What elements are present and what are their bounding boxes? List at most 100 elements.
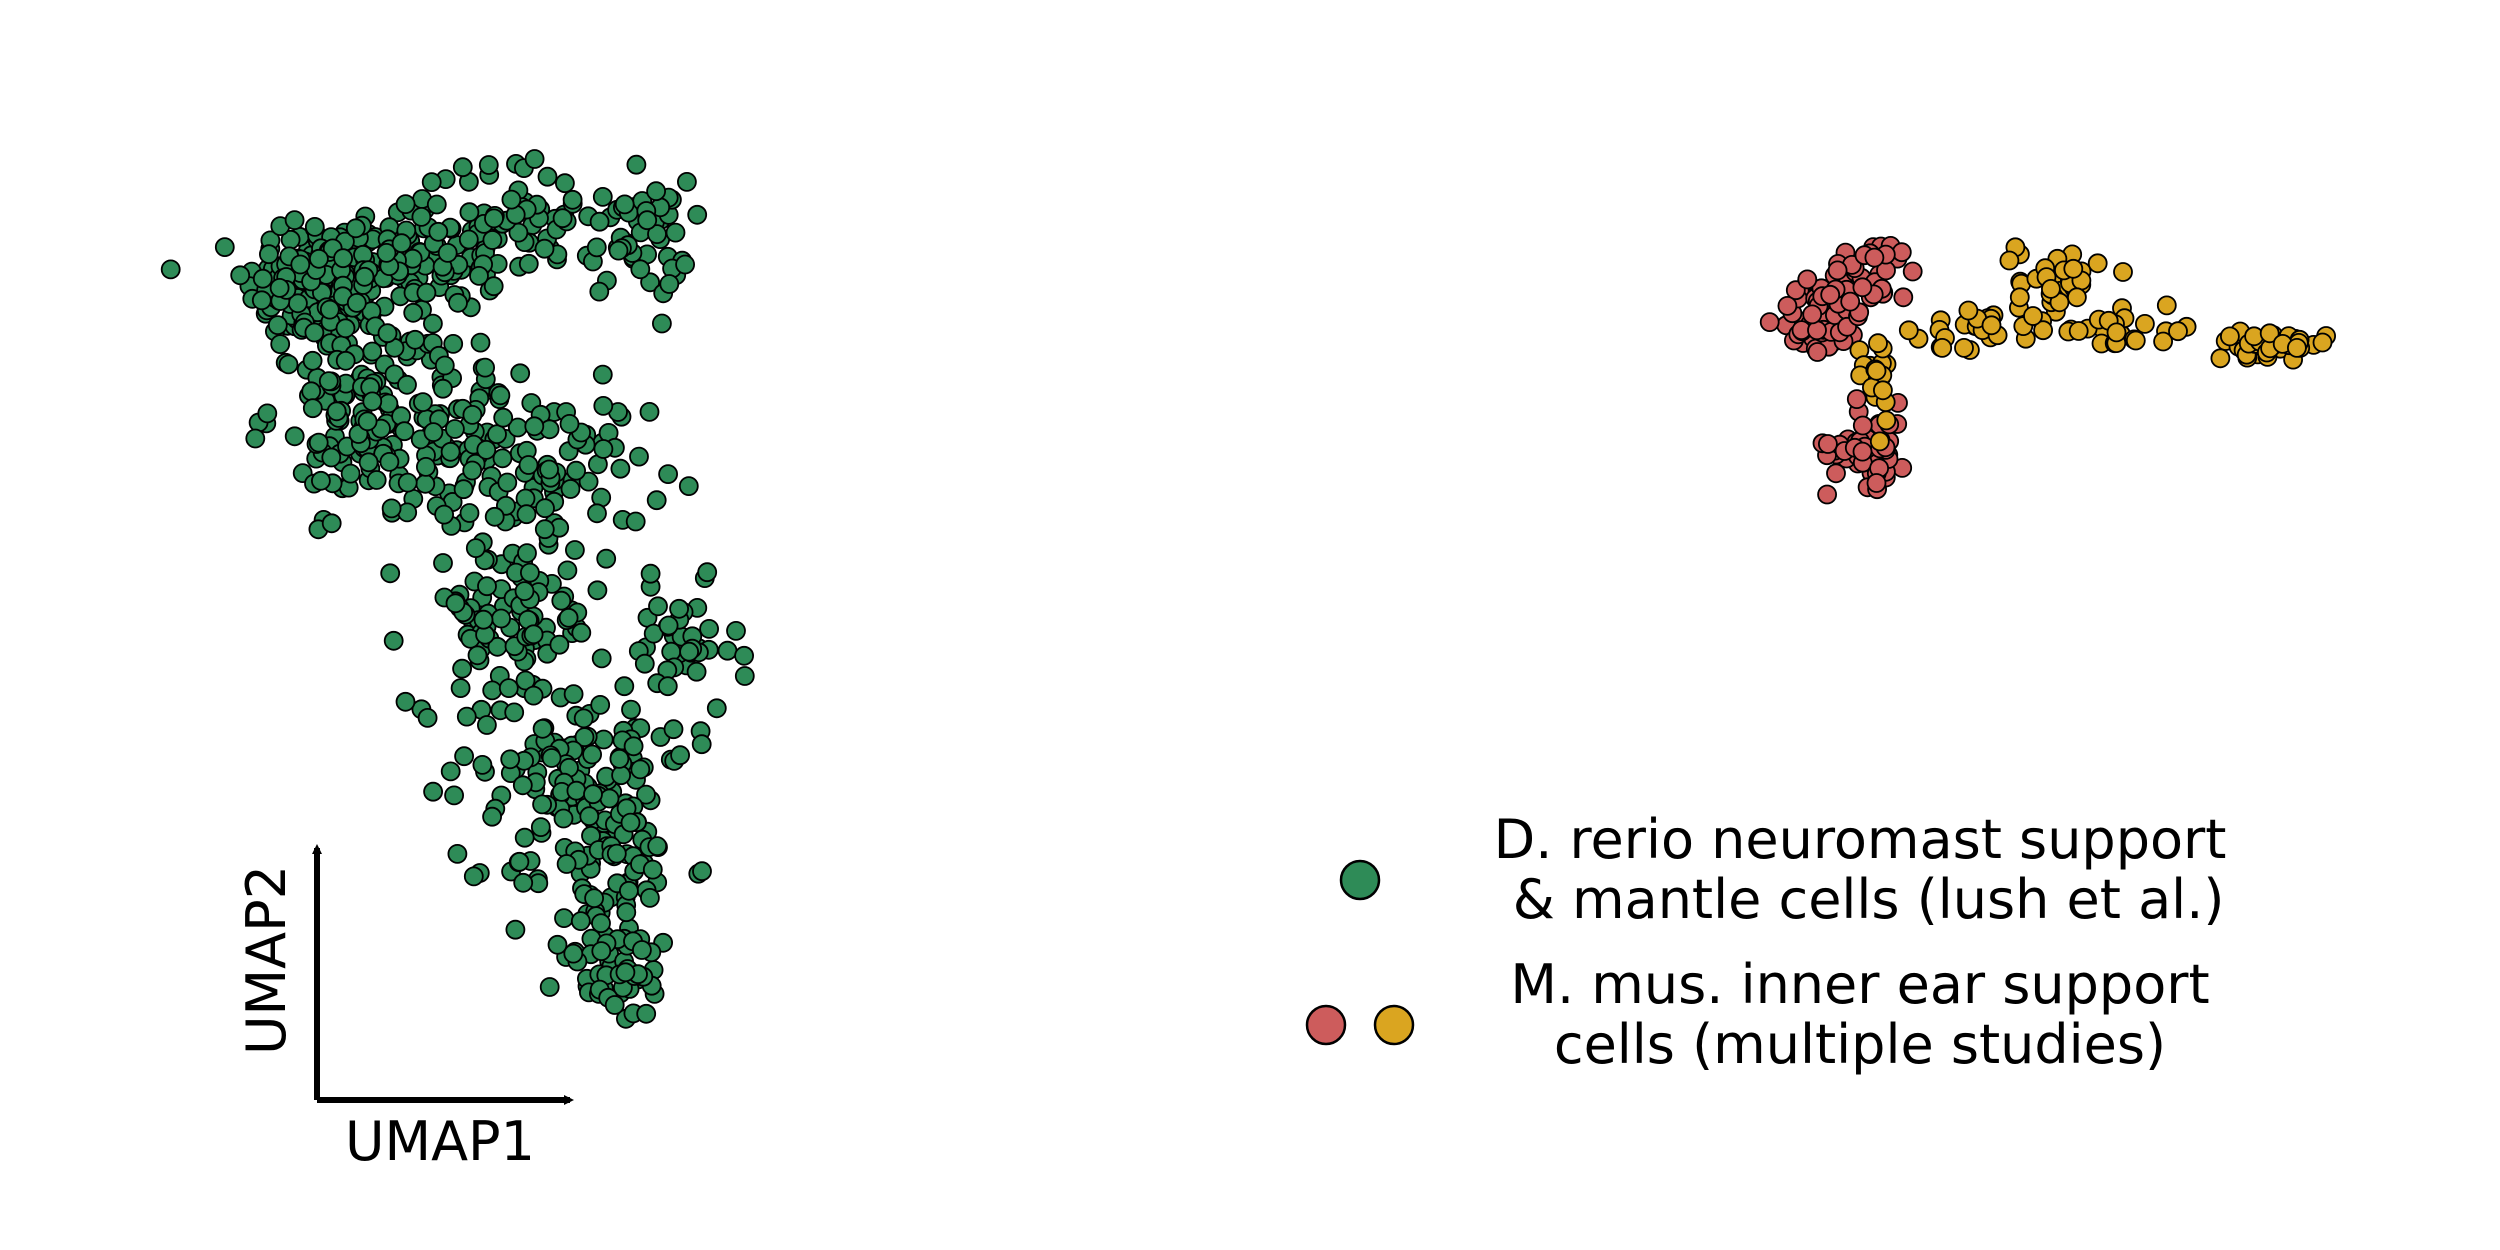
data-point-zebrafish [520, 562, 540, 583]
data-point-mouse_red [1840, 291, 1861, 312]
data-point-zebrafish [636, 1003, 657, 1024]
y-axis-label: UMAP2 [235, 865, 298, 1055]
data-point-mouse_gold [2125, 330, 2146, 351]
data-point-mouse_red [1818, 434, 1838, 454]
data-point-zebrafish [659, 274, 680, 294]
data-point-zebrafish [604, 995, 625, 1015]
data-point-zebrafish [422, 313, 443, 334]
data-point-zebrafish [416, 282, 437, 303]
data-point-zebrafish [421, 172, 442, 193]
legend-label-zebrafish-line1: D. rerio neuromast support [1494, 808, 2227, 871]
data-point-mouse_red [1826, 463, 1846, 484]
data-point-zebrafish [640, 563, 661, 584]
data-point-zebrafish [395, 691, 416, 712]
data-point-zebrafish [517, 543, 537, 563]
data-point-zebrafish [515, 670, 536, 691]
data-point-zebrafish [251, 290, 272, 311]
data-point-zebrafish [362, 391, 383, 412]
data-point-zebrafish [412, 392, 433, 413]
data-point-zebrafish [405, 329, 426, 350]
scatter-points [160, 149, 2337, 1029]
data-point-zebrafish [477, 576, 497, 597]
data-point-mouse_red [1902, 261, 1923, 282]
data-point-zebrafish [484, 208, 504, 229]
data-point-zebrafish [717, 640, 738, 661]
data-point-zebrafish [646, 490, 667, 511]
legend-label-mouse-line1: M. mus. inner ear support [1510, 953, 2209, 1016]
data-point-zebrafish [637, 210, 658, 231]
data-point-mouse_gold [1868, 333, 1888, 354]
data-point-zebrafish [566, 460, 586, 481]
data-point-zebrafish [397, 374, 417, 395]
data-point-zebrafish [302, 350, 323, 371]
data-point-zebrafish [518, 253, 539, 274]
data-point-zebrafish [608, 240, 629, 261]
data-point-zebrafish [593, 395, 614, 416]
data-point-zebrafish [582, 744, 602, 765]
data-point-zebrafish [646, 181, 666, 202]
data-point-zebrafish [475, 357, 496, 378]
data-point-zebrafish [539, 459, 559, 480]
legend-label-mouse-line2: cells (multiple studies) [1554, 1013, 2166, 1076]
data-point-zebrafish [652, 313, 672, 334]
data-point-zebrafish [516, 504, 537, 525]
data-point-zebrafish [523, 685, 544, 706]
data-point-zebrafish [308, 248, 329, 269]
data-point-zebrafish [379, 451, 400, 472]
data-point-zebrafish [686, 661, 707, 682]
data-point-zebrafish [465, 538, 486, 558]
data-point-mouse_gold [1866, 360, 1887, 381]
data-point-zebrafish [589, 281, 610, 302]
data-point-zebrafish [514, 581, 535, 601]
data-point-zebrafish [558, 607, 579, 628]
data-point-mouse_gold [2009, 287, 2030, 308]
data-point-zebrafish [478, 155, 499, 175]
data-point-mouse_red [1797, 269, 1818, 290]
data-point-zebrafish [570, 911, 591, 931]
data-point-zebrafish [665, 222, 686, 243]
data-point-mouse_gold [1898, 320, 1919, 341]
data-point-zebrafish [697, 562, 718, 583]
data-point-zebrafish [452, 658, 473, 679]
data-point-zebrafish [470, 332, 491, 353]
data-point-mouse_red [1864, 247, 1885, 268]
data-point-zebrafish [679, 641, 699, 662]
data-point-zebrafish [524, 416, 545, 437]
data-point-zebrafish [583, 784, 603, 805]
data-point-zebrafish [549, 634, 570, 655]
data-point-zebrafish [391, 233, 412, 254]
data-point-zebrafish [440, 761, 461, 782]
data-point-mouse_red [1891, 242, 1912, 263]
data-point-zebrafish [611, 765, 631, 786]
data-point-zebrafish [563, 684, 584, 704]
data-point-mouse_red [1817, 484, 1837, 505]
data-point-zebrafish [362, 341, 383, 362]
data-point-zebrafish [319, 299, 340, 320]
data-point-zebrafish [284, 426, 305, 447]
series-mouse_red [1759, 235, 1923, 505]
data-point-zebrafish [453, 479, 474, 500]
data-point-zebrafish [563, 943, 584, 964]
data-point-zebrafish [448, 292, 468, 313]
data-point-zebrafish [426, 194, 447, 215]
data-point-zebrafish [692, 861, 712, 882]
data-point-zebrafish [620, 812, 641, 833]
data-point-zebrafish [552, 208, 573, 229]
data-point-zebrafish [532, 794, 552, 815]
data-point-zebrafish [423, 422, 444, 443]
data-point-zebrafish [482, 680, 503, 701]
data-point-mouse_red [1807, 342, 1828, 362]
data-point-mouse_red [1852, 441, 1873, 462]
data-point-zebrafish [626, 154, 647, 175]
data-point-zebrafish [504, 702, 525, 723]
data-point-zebrafish [639, 401, 660, 422]
data-point-mouse_red [1820, 284, 1841, 305]
data-point-zebrafish [658, 615, 679, 636]
data-point-zebrafish [571, 622, 592, 643]
data-point-zebrafish [267, 315, 288, 336]
data-point-zebrafish [587, 580, 608, 601]
data-point-mouse_gold [2106, 322, 2127, 343]
legend-entry-zebrafish: D. rerio neuromast support & mantle cell… [1339, 808, 2227, 931]
data-point-zebrafish [523, 624, 544, 645]
data-point-zebrafish [691, 734, 712, 755]
